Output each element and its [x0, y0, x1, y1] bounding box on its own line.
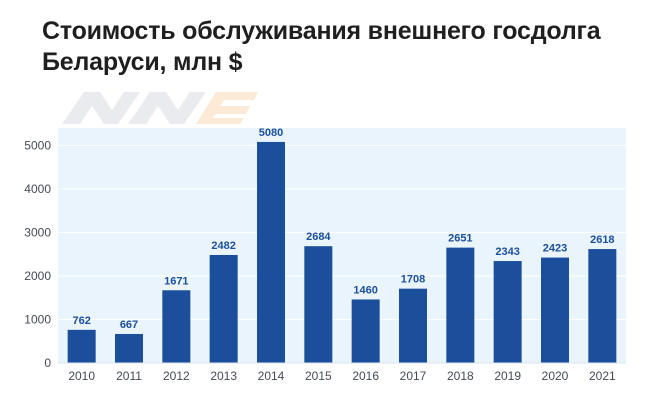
bar	[257, 141, 285, 363]
bar	[162, 290, 191, 363]
data-label: 1708	[401, 274, 425, 286]
bar	[209, 254, 238, 363]
y-tick-label: 0	[44, 356, 51, 370]
x-tick-label: 2012	[163, 369, 190, 383]
bar	[304, 246, 333, 363]
bar	[541, 257, 569, 363]
logo-shape-gray	[128, 92, 206, 124]
chart-title: Стоимость обслуживания внешнего госдолга…	[42, 16, 642, 78]
bar	[446, 247, 475, 363]
y-tick-label: 5000	[24, 138, 51, 152]
x-tick-label: 2019	[494, 369, 521, 383]
bar	[399, 288, 427, 363]
data-label: 762	[72, 315, 90, 327]
data-label: 1460	[353, 284, 377, 296]
data-label: 5080	[259, 127, 283, 139]
x-tick-label: 2016	[352, 369, 379, 383]
x-tick-label: 2021	[589, 369, 616, 383]
x-tick-label: 2014	[258, 369, 285, 383]
x-tick-label: 2011	[116, 369, 142, 383]
bar	[493, 261, 522, 363]
data-label: 2618	[590, 234, 614, 246]
x-tick-label: 2015	[305, 369, 332, 383]
data-label: 2651	[448, 233, 472, 245]
data-label: 2423	[543, 243, 567, 255]
bar	[67, 329, 96, 363]
data-label: 667	[120, 319, 138, 331]
data-label: 2482	[211, 240, 235, 252]
watermark-logo-icon	[62, 92, 258, 124]
data-label: 2684	[306, 231, 331, 243]
x-tick-label: 2013	[210, 369, 237, 383]
bar	[588, 249, 617, 363]
logo-shape-gray	[62, 92, 140, 124]
plot-background	[58, 128, 626, 363]
logo-shape-orange	[196, 92, 258, 124]
y-tick-label: 4000	[24, 182, 51, 196]
x-tick-label: 2020	[542, 369, 569, 383]
chart-title-line-1: Стоимость обслуживания внешнего госдолга	[42, 17, 601, 45]
bar	[351, 299, 380, 363]
chart-title-line-2: Беларуси, млн $	[42, 48, 243, 76]
y-tick-label: 1000	[24, 312, 51, 326]
bar	[115, 333, 143, 363]
data-label: 1671	[164, 275, 188, 287]
data-label: 2343	[495, 246, 519, 258]
x-tick-label: 2018	[447, 369, 474, 383]
y-tick-label: 3000	[24, 225, 51, 239]
x-tick-label: 2010	[68, 369, 95, 383]
x-tick-label: 2017	[400, 369, 427, 383]
y-tick-label: 2000	[24, 269, 51, 283]
